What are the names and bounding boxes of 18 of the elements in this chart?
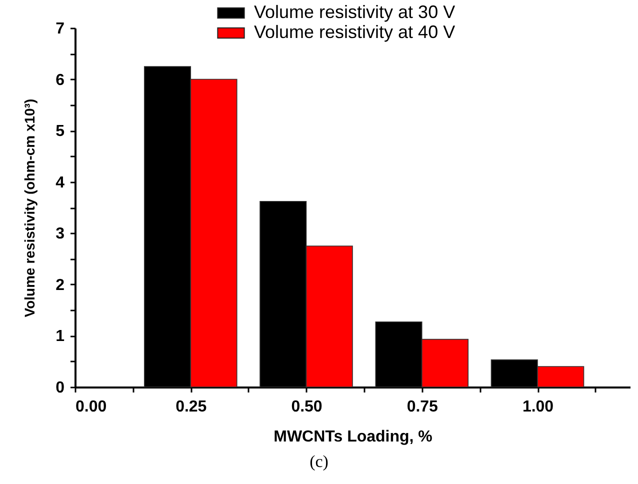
x-tick-label: 0.00	[76, 398, 107, 416]
y-tick-label: 5	[56, 123, 65, 140]
y-axis-title: Volume resistivity (ohm-cm x10³)	[22, 98, 38, 318]
x-tick-label: 1.00	[522, 398, 554, 416]
x-tick-label: 0.50	[291, 398, 322, 416]
y-tick-label: 4	[56, 174, 65, 192]
legend-label: Volume resistivity at 30 V	[254, 2, 456, 22]
x-tick-label: 0.75	[406, 398, 438, 416]
y-tick-label: 1	[56, 328, 65, 346]
y-tick-label: 3	[56, 226, 65, 243]
legend-label: Volume resistivity at 40 V	[254, 22, 456, 42]
text: (c)	[308, 452, 330, 472]
y-tick-label: 2	[56, 276, 65, 294]
y-tick-label: 7	[56, 20, 65, 38]
y-tick-label: 0	[56, 380, 65, 396]
x-axis-title: MWCNTs Loading, %	[274, 428, 432, 446]
y-tick-label: 6	[56, 72, 65, 89]
x-tick-label: 0.25	[176, 398, 207, 416]
